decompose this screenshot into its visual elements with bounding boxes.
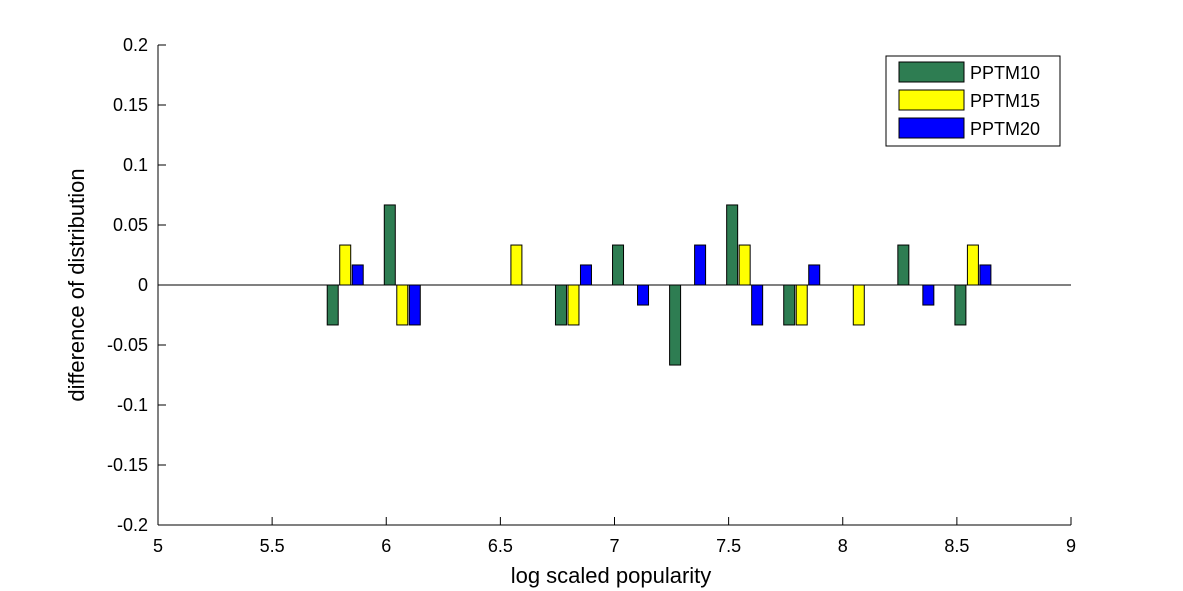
y-tick-label: -0.1 (117, 395, 148, 415)
x-tick-label: 8 (838, 536, 848, 556)
legend-swatch-pptm10 (898, 61, 965, 83)
legend-label-pptm15: PPTM15 (970, 91, 1040, 111)
bar-pptm10 (954, 284, 967, 326)
bar-pptm20 (751, 284, 764, 326)
bar-pptm20 (922, 284, 935, 306)
x-tick-label: 5 (153, 536, 163, 556)
bar-pptm20 (408, 284, 421, 326)
bar-pptm10 (897, 244, 910, 286)
bar-pptm20 (351, 264, 364, 286)
bar-pptm10 (612, 244, 625, 286)
bar-pptm20 (808, 264, 821, 286)
x-tick-label: 8.5 (944, 536, 969, 556)
bar-pptm20 (579, 264, 592, 286)
bar-pptm10 (554, 284, 567, 326)
bar-pptm15 (567, 284, 580, 326)
bar-pptm20 (979, 264, 992, 286)
bar-pptm20 (637, 284, 650, 306)
x-tick-label: 7 (609, 536, 619, 556)
bar-pptm10 (383, 204, 396, 286)
bar-pptm10 (726, 204, 739, 286)
legend-swatch-pptm20 (898, 117, 965, 139)
bar-pptm15 (396, 284, 409, 326)
y-tick-label: 0.15 (113, 95, 148, 115)
bar-pptm10 (783, 284, 796, 326)
x-tick-label: 5.5 (260, 536, 285, 556)
legend-label-pptm10: PPTM10 (970, 63, 1040, 83)
y-tick-label: 0.05 (113, 215, 148, 235)
y-tick-label: 0.1 (123, 155, 148, 175)
bars (326, 204, 992, 366)
bar-pptm15 (966, 244, 979, 286)
y-axis-title: difference of distribution (64, 168, 89, 401)
bar-pptm15 (795, 284, 808, 326)
legend-swatch-pptm15 (898, 89, 965, 111)
y-tick-label: -0.05 (107, 335, 148, 355)
bar-pptm15 (339, 244, 352, 286)
bar-pptm15 (852, 284, 865, 326)
legend-label-pptm20: PPTM20 (970, 119, 1040, 139)
y-tick-label: -0.2 (117, 515, 148, 535)
x-axis-title: log scaled popularity (511, 563, 712, 588)
y-tick-label: 0.2 (123, 35, 148, 55)
bar-pptm15 (738, 244, 751, 286)
x-tick-label: 7.5 (716, 536, 741, 556)
plot-frame: -0.2 -0.15 -0.1 -0.05 0 0.05 0.1 0.15 0.2 5 5.5 6 6.… (107, 35, 1076, 556)
x-tick-label: 9 (1066, 536, 1076, 556)
bar-pptm10 (669, 284, 682, 366)
x-tick-label: 6.5 (488, 536, 513, 556)
y-tick-label: -0.15 (107, 455, 148, 475)
y-tick-label: 0 (138, 275, 148, 295)
legend: PPTM10 PPTM15 PPTM20 (885, 55, 1061, 147)
bar-pptm20 (694, 244, 707, 286)
x-tick-label: 6 (381, 536, 391, 556)
bar-pptm10 (326, 284, 339, 326)
bar-pptm15 (510, 244, 523, 286)
